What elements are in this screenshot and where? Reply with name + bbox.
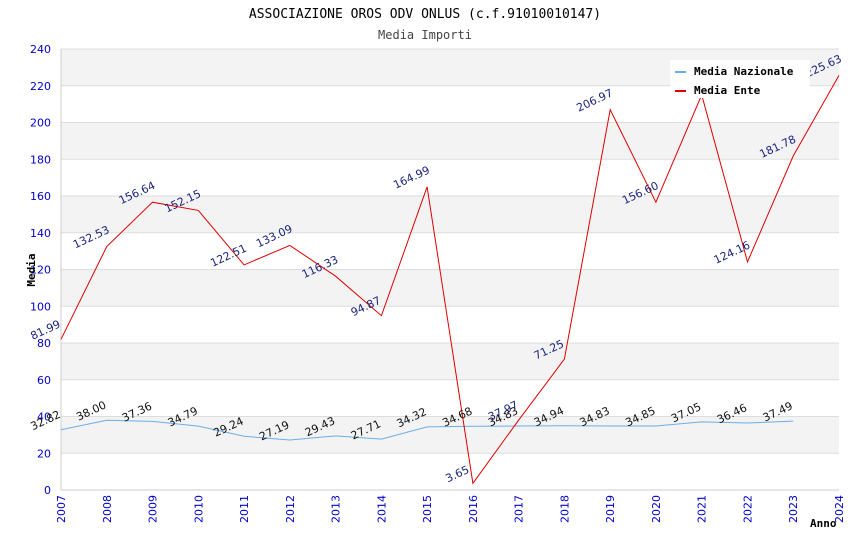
plot-band [61, 269, 839, 307]
y-tick-label: 0 [44, 484, 51, 497]
y-tick-label: 140 [30, 227, 51, 240]
y-tick-label: 160 [30, 190, 51, 203]
legend: Media Nazionale Media Ente [670, 60, 810, 98]
plot-band [61, 196, 839, 233]
y-tick-label: 220 [30, 80, 51, 93]
plot-band [61, 159, 839, 196]
x-tick-label: 2007 [55, 495, 68, 523]
y-tick-label: 200 [30, 117, 51, 130]
plot-band [61, 232, 839, 270]
plot-band [61, 122, 839, 160]
y-tick-label: 180 [30, 153, 51, 166]
x-axis-ticks: 2007 2008 2009 2010 2011 2012 2013 2014 2015 2016… [55, 495, 846, 523]
plot-band [61, 343, 839, 380]
chart-subtitle: Media Importi [378, 28, 472, 42]
legend-label-media-ente: Media Ente [694, 84, 761, 97]
y-axis-label: Media [25, 253, 38, 286]
x-tick-label: 2010 [192, 495, 205, 523]
plot-band [61, 416, 839, 454]
series-line-media-ente [60, 75, 840, 485]
series-layer [60, 75, 840, 485]
x-tick-label: 2020 [650, 495, 663, 523]
x-tick-label: 2018 [558, 495, 571, 523]
y-axis-ticks: 0 20 40 60 80 100 120 140 160 180 200 220 240 [30, 43, 51, 497]
x-tick-label: 2009 [147, 495, 160, 523]
x-tick-label: 2023 [787, 495, 800, 523]
x-tick-label: 2015 [421, 495, 434, 523]
x-tick-label: 2024 [833, 495, 846, 523]
legend-label-media-nazionale: Media Nazionale [694, 65, 794, 78]
y-tick-label: 20 [37, 447, 51, 460]
y-tick-label: 40 [37, 411, 51, 424]
x-tick-label: 2019 [604, 495, 617, 523]
x-tick-label: 2016 [467, 495, 480, 523]
y-tick-label: 100 [30, 300, 51, 313]
x-axis-label: Anno [810, 517, 837, 530]
legend-box [670, 60, 810, 98]
y-tick-label: 240 [30, 43, 51, 56]
x-tick-label: 2021 [696, 495, 709, 523]
x-tick-label: 2012 [284, 495, 297, 523]
x-tick-label: 2008 [101, 495, 114, 523]
x-tick-label: 2013 [330, 495, 343, 523]
x-tick-label: 2011 [238, 495, 251, 523]
series-line-media-nazionale [60, 419, 794, 441]
chart-title: ASSOCIAZIONE OROS ODV ONLUS (c.f.9101001… [249, 7, 601, 22]
x-tick-label: 2014 [375, 495, 388, 523]
y-tick-label: 80 [37, 337, 51, 350]
x-tick-label: 2022 [741, 495, 754, 523]
x-tick-label: 2017 [513, 495, 526, 523]
plot-band [61, 453, 839, 490]
plot-band [61, 379, 839, 417]
y-tick-label: 60 [37, 374, 51, 387]
y-tick-label: 120 [30, 264, 51, 277]
